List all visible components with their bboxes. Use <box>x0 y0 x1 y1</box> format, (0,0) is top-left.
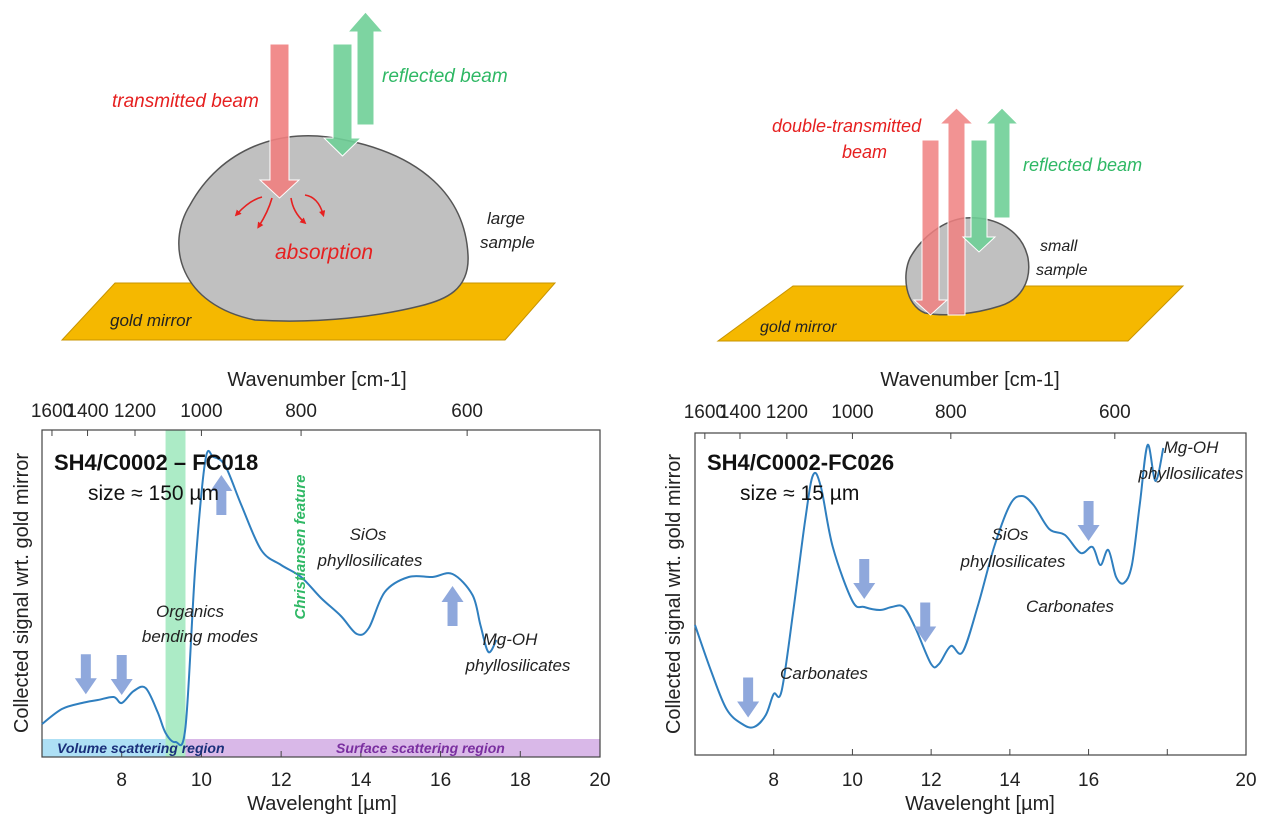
chart-fc018-ann-sios-line1: SiOs <box>350 525 387 544</box>
chart-fc018-xtick-label: 10 <box>191 770 212 791</box>
chart-fc026-ann-mgoh-line2: phyllosilicates <box>1138 464 1244 483</box>
chart-fc018-christiansen-label: Christiansen feature <box>292 474 309 619</box>
chart-fc018-ann-mgoh-line1: Mg-OH <box>483 630 539 649</box>
reflected-small-up-arrow <box>984 107 1020 219</box>
chart-fc026-top-tick-label: 1200 <box>766 402 808 423</box>
chart-fc018-region-surface <box>185 739 600 757</box>
chart-fc018-marker-arrow <box>210 475 233 515</box>
large-sample-label-line1: large <box>487 209 525 228</box>
double-transmitted-label-line1: double-transmitted <box>772 116 922 136</box>
chart-fc026-title: SH4/C0002-FC026 <box>707 450 894 475</box>
large-sample-label-line2: sample <box>480 233 535 252</box>
chart-fc026-ylabel: Collected signal wrt. gold mirror <box>663 454 685 734</box>
chart-fc026-marker-arrow <box>853 559 876 599</box>
chart-fc018-title: SH4/C0002 – FC018 <box>54 450 258 475</box>
chart-fc018-xtick-label: 20 <box>589 770 610 791</box>
chart-fc018-ann-organics-line2: bending modes <box>142 627 259 646</box>
absorption-label: absorption <box>275 241 373 264</box>
chart-fc026-xtick-label: 14 <box>999 770 1021 791</box>
chart-fc026-xtick-label: 16 <box>1078 770 1099 791</box>
chart-fc018-region-volume <box>42 739 166 757</box>
chart-fc026-xtick-label: 8 <box>768 770 779 791</box>
chart-fc026-top-axis-label: Wavenumber [cm-1] <box>880 369 1059 391</box>
gold-mirror-label-left: gold mirror <box>110 311 193 330</box>
reflected-beam-label-right: reflected beam <box>1023 155 1142 175</box>
chart-fc018-subtitle: size ≈ 150 µm <box>88 482 219 505</box>
chart-fc018-top-tick-label: 1200 <box>114 401 156 422</box>
chart-fc026-top-tick-label: 600 <box>1099 402 1131 423</box>
chart-fc026-marker-arrow <box>737 677 760 718</box>
chart-fc018-top-axis-label: Wavenumber [cm-1] <box>227 369 406 391</box>
chart-fc026-marker-arrows <box>737 501 1100 718</box>
reflected-small-down-arrow <box>961 139 997 253</box>
chart-fc026-top-tick-label: 1000 <box>831 402 873 423</box>
chart-fc018-marker-arrow <box>74 654 97 695</box>
chart-fc018-top-tick-label: 1400 <box>66 401 108 422</box>
chart-fc026-ann-mgoh-line1: Mg-OH <box>1164 438 1220 457</box>
chart-fc018-surface-region-label: Surface scattering region <box>336 740 505 756</box>
small-sample-label-line1: small <box>1040 238 1078 255</box>
chart-fc018-marker-arrow <box>441 586 464 626</box>
chart-fc026-ann-carbonates1: Carbonates <box>780 664 868 683</box>
chart-fc018-marker-arrows <box>74 475 464 695</box>
double-transmitted-label-line2: beam <box>842 142 887 162</box>
chart-fc026-top-tick-label: 1600 <box>684 402 726 423</box>
transmitted-beam-label: transmitted beam <box>112 91 259 112</box>
chart-fc026-ann-sios-line2: phyllosilicates <box>960 552 1066 571</box>
chart-fc018-xtick-label: 8 <box>116 770 127 791</box>
chart-fc026-frame <box>694 432 1247 756</box>
absorption-arrows <box>234 194 326 229</box>
chart-fc018-spectrum-line <box>41 449 498 747</box>
chart-fc018-top-tick-label: 600 <box>451 401 483 422</box>
chart-fc026-xtick-label: 12 <box>921 770 942 791</box>
chart-fc018-xlabel: Wavelenght [µm] <box>247 793 397 815</box>
chart-fc026-xtick-label: 10 <box>842 770 863 791</box>
large-sample-rock <box>178 135 469 322</box>
chart-fc018-top-tick-label: 800 <box>285 401 317 422</box>
chart-fc026-top-tick-label: 1400 <box>719 402 761 423</box>
chart-fc018-frame <box>41 429 601 758</box>
chart-fc018-top-tick-label: 1600 <box>31 401 73 422</box>
chart-fc026-xtick-label: 20 <box>1235 770 1256 791</box>
chart-fc018-xtick-label: 14 <box>350 770 372 791</box>
chart-fc018-bottom-ticks: 8 10 12 14 16 18 20 <box>116 751 611 791</box>
chart-fc026-xlabel: Wavelenght [µm] <box>905 793 1055 815</box>
double-transmitted-down-arrow <box>912 139 949 316</box>
schematic-large-sample: transmitted beam reflected beam absorpti… <box>60 11 557 341</box>
schematic-small-sample: double-transmitted beam reflected beam s… <box>716 107 1185 342</box>
chart-fc018-xtick-label: 12 <box>271 770 292 791</box>
chart-fc018-ann-sios-line2: phyllosilicates <box>317 551 423 570</box>
reflected-beam-label-left: reflected beam <box>382 66 508 87</box>
chart-fc018-christiansen-band <box>165 430 186 757</box>
small-sample-label-line2: sample <box>1036 262 1088 279</box>
chart-fc018-regions <box>42 739 600 757</box>
double-transmitted-up-arrow <box>938 107 975 316</box>
chart-fc026-spectrum-line <box>694 443 1165 729</box>
gold-mirror-label-right: gold mirror <box>760 319 837 336</box>
chart-fc018-xtick-label: 18 <box>510 770 531 791</box>
chart-fc018-ylabel: Collected signal wrt. gold mirror <box>11 453 33 733</box>
chart-fc018-top-tick-label: 1000 <box>180 401 222 422</box>
reflected-beam-down-arrow <box>322 43 363 157</box>
chart-fc026-top-tick-label: 800 <box>935 402 967 423</box>
chart-fc018-volume-region-label: Volume scattering region <box>57 740 225 756</box>
chart-fc026-subtitle: size ≈ 15 µm <box>740 482 859 505</box>
chart-fc026-marker-arrow <box>1077 501 1100 541</box>
chart-fc018-christiansen-rect <box>165 430 186 757</box>
chart-fc018-ann-mgoh-line2: phyllosilicates <box>465 656 571 675</box>
chart-fc018-ann-organics-line1: Organics <box>156 602 225 621</box>
chart-fc026-bottom-ticks: 8 10 12 14 16 20 <box>768 749 1257 791</box>
reflected-beam-up-arrow <box>346 11 385 126</box>
chart-fc026-ann-sios-line1: SiOs <box>992 525 1029 544</box>
chart-fc018-marker-arrow <box>110 655 133 695</box>
chart-fc018-xtick-label: 16 <box>430 770 451 791</box>
transmitted-beam-arrow <box>258 43 301 199</box>
chart-fc026-ann-carbonates2: Carbonates <box>1026 597 1114 616</box>
chart-fc026-marker-arrow <box>914 602 937 643</box>
